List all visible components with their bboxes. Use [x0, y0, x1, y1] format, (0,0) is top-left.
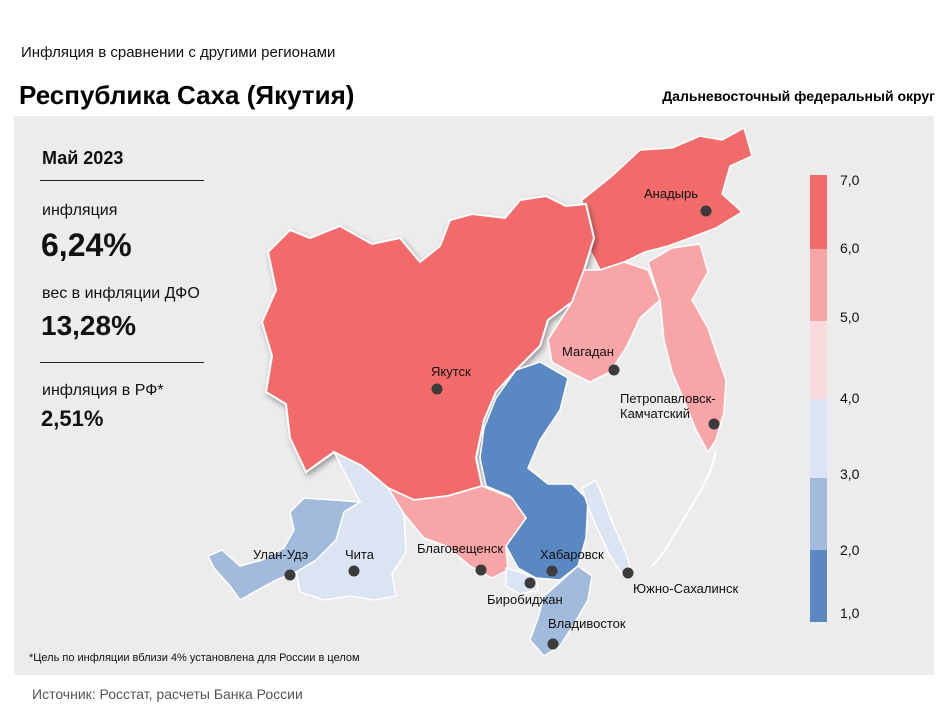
legend-tick-4: 4,0 [840, 390, 860, 406]
region-buryatia [206, 497, 363, 601]
region-map: Анадырь Якутск Магадан Петропавловск- Ка… [206, 126, 827, 657]
city-label-magadan: Магадан [562, 344, 614, 359]
region-magadan [547, 261, 661, 383]
legend-swatch-1-2 [810, 550, 827, 622]
city-dot-birobidzhan [524, 577, 536, 589]
city-label-kamchatsky: Камчатский [620, 406, 690, 421]
city-label-petropavlovsk: Петропавловск- [620, 391, 716, 406]
weight-value: 13,28% [41, 310, 136, 341]
stats-divider [40, 362, 204, 363]
city-label-ulan-ude: Улан-Удэ [253, 547, 309, 562]
city-label-yuzhno-sakhalinsk: Южно-Сахалинск [633, 581, 738, 596]
region-yakutia [260, 194, 596, 502]
district-label: Дальневосточный федеральный округ [662, 88, 935, 104]
legend-swatch-3-4 [810, 399, 827, 478]
rf-inflation-value: 2,51% [41, 406, 104, 431]
period-divider [40, 180, 204, 181]
region-amur [386, 485, 527, 579]
legend-swatch-2-3 [810, 478, 827, 550]
city-dot-ulan-ude [284, 569, 296, 581]
legend-tick-6: 6,0 [840, 240, 860, 256]
period-label: Май 2023 [42, 148, 124, 168]
city-label-vladivostok: Владивосток [548, 616, 626, 631]
city-dot-yuzhno-sakhalinsk [622, 567, 634, 579]
legend-swatch-6-7 [810, 175, 827, 249]
page-title: Республика Саха (Якутия) [19, 80, 355, 110]
city-label-chita: Чита [345, 547, 375, 562]
content-panel: Анадырь Якутск Магадан Петропавловск- Ка… [14, 116, 934, 675]
region-primorye [529, 565, 593, 657]
city-dot-blagoveshchensk [475, 564, 487, 576]
weight-label: вес в инфляции ДФО [42, 285, 200, 302]
inflation-label: инфляция [42, 202, 118, 219]
city-label-yakutsk: Якутск [431, 364, 471, 379]
legend-tick-2: 2,0 [840, 542, 860, 558]
legend-tick-1: 1,0 [840, 605, 860, 621]
city-label-blagoveshchensk: Благовещенск [417, 541, 503, 556]
legend-bar [810, 175, 827, 622]
legend-tick-7: 7,0 [840, 172, 860, 188]
city-label-birobidzhan: Биробиджан [487, 592, 563, 607]
footnote: *Цель по инфляции вблизи 4% установлена … [29, 652, 360, 664]
city-dot-petropavlovsk [708, 418, 720, 430]
region-sakhalin [581, 478, 631, 576]
legend-tick-3: 3,0 [840, 466, 860, 482]
city-dot-khabarovsk [546, 565, 558, 577]
page-subtitle: Инфляция в сравнении с другими регионами [21, 44, 336, 61]
region-kurils [651, 451, 717, 567]
legend-swatch-4-5 [810, 321, 827, 399]
legend-swatch-5-6 [810, 249, 827, 321]
rf-inflation-label: инфляция в РФ* [42, 382, 164, 399]
city-dot-vladivostok [547, 638, 559, 650]
source-note: Источник: Росстат, расчеты Банка России [32, 686, 303, 702]
legend-tick-5: 5,0 [840, 309, 860, 325]
city-dot-chita [348, 565, 360, 577]
city-dot-magadan [608, 364, 620, 376]
city-dot-yakutsk [431, 383, 443, 395]
city-label-khabarovsk: Хабаровск [540, 547, 604, 562]
city-dot-anadyr [700, 205, 712, 217]
inflation-value: 6,24% [41, 227, 132, 263]
region-kamchatka [647, 243, 727, 454]
city-label-anadyr: Анадырь [644, 186, 698, 201]
